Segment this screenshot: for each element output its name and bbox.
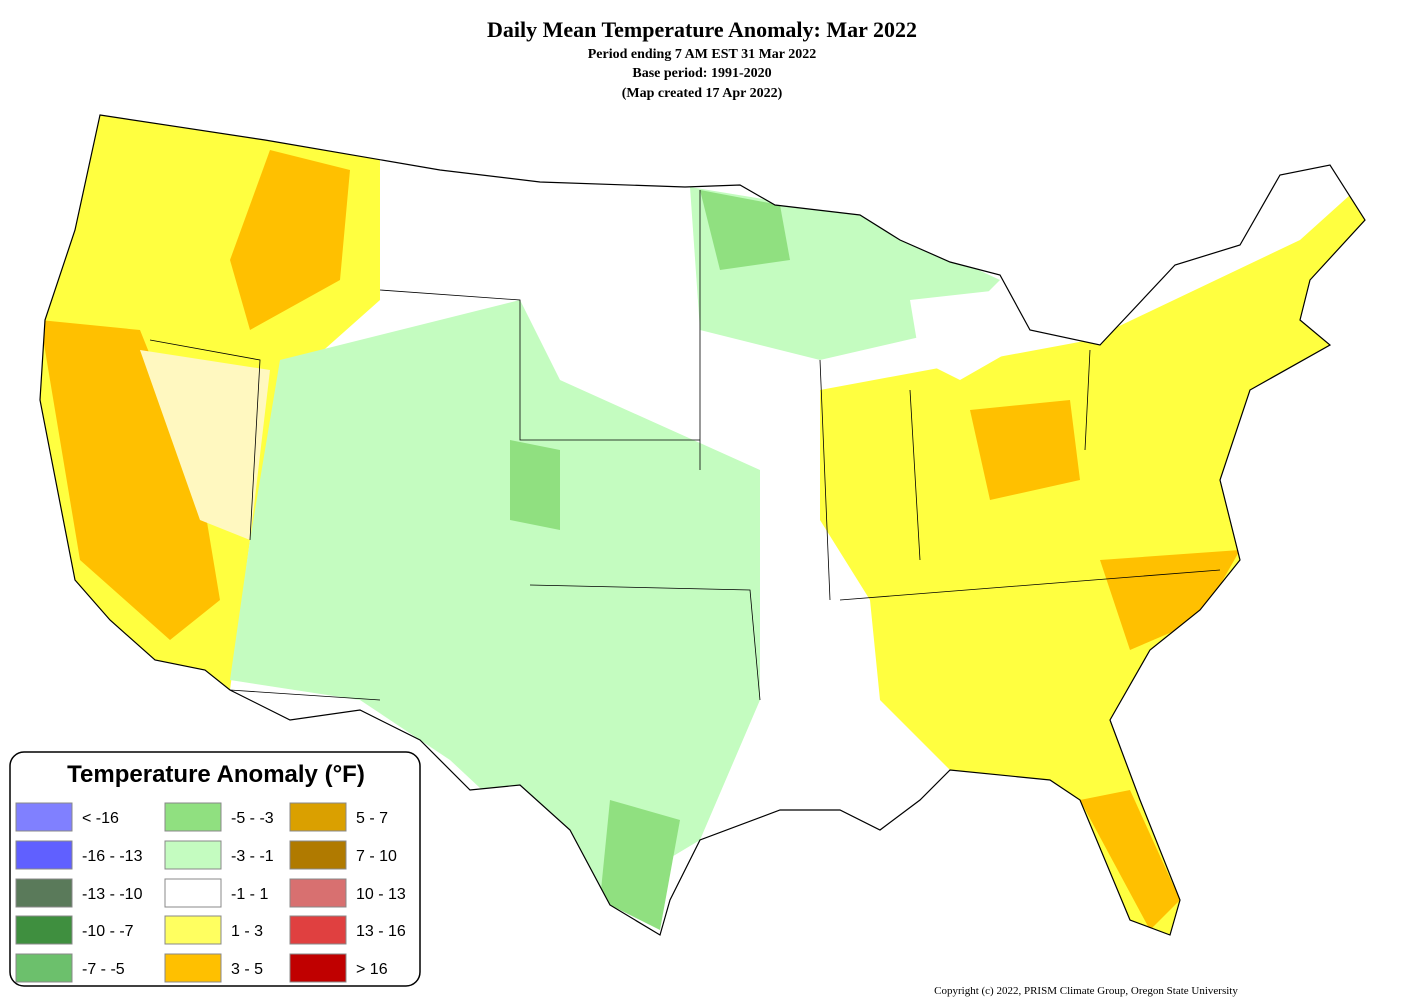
legend-swatch [289, 878, 347, 908]
legend-label: -16 - -13 [82, 848, 143, 865]
legend-label: 1 - 3 [231, 923, 263, 940]
legend-swatch [164, 878, 222, 908]
legend-label: -3 - -1 [231, 848, 274, 865]
title: Daily Mean Temperature Anomaly: Mar 2022 [487, 17, 917, 42]
legend-label: -5 - -3 [231, 810, 274, 827]
legend-label: -7 - -5 [82, 961, 125, 978]
legend-label: 13 - 16 [356, 923, 406, 940]
subtitle: Base period: 1991-2020 [632, 66, 771, 81]
legend-label: -1 - 1 [231, 886, 268, 903]
legend-swatch [164, 802, 222, 832]
legend-label: -13 - -10 [82, 886, 143, 903]
legend-swatch [289, 802, 347, 832]
legend-label: 5 - 7 [356, 810, 388, 827]
legend-swatch [15, 915, 73, 945]
legend-swatch [289, 915, 347, 945]
legend-label: 3 - 5 [231, 961, 263, 978]
legend-swatch [164, 915, 222, 945]
subtitle: Period ending 7 AM EST 31 Mar 2022 [588, 47, 817, 62]
legend-label: 10 - 13 [356, 886, 406, 903]
state-lines [149, 190, 1221, 701]
legend-swatch [289, 840, 347, 870]
legend-swatch [15, 953, 73, 983]
legend-swatch [164, 840, 222, 870]
legend-label: -10 - -7 [82, 923, 134, 940]
subtitle: (Map created 17 Apr 2022) [622, 86, 783, 101]
legend-title: Temperature Anomaly (°F) [67, 761, 365, 788]
legend-label: < -16 [82, 810, 119, 827]
copyright: Copyright (c) 2022, PRISM Climate Group,… [934, 985, 1238, 997]
legend-label: > 16 [356, 961, 388, 978]
legend-swatch [15, 802, 73, 832]
legend-swatch [164, 953, 222, 983]
legend-label: 7 - 10 [356, 848, 397, 865]
legend-swatch [289, 953, 347, 983]
legend-swatch [15, 840, 73, 870]
legend-swatch [15, 878, 73, 908]
